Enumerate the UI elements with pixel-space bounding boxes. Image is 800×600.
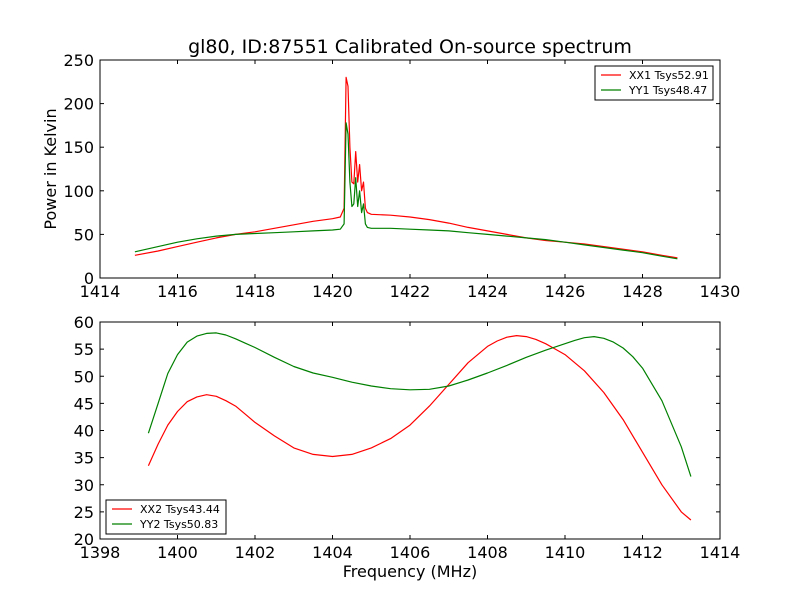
x-tick-label: 1426 (545, 282, 586, 301)
y-tick-label: 55 (74, 340, 94, 359)
x-tick-label: 1420 (312, 282, 353, 301)
y-tick-label: 200 (63, 95, 94, 114)
x-tick-label: 1428 (622, 282, 663, 301)
y-tick-label: 0 (84, 269, 94, 288)
x-tick-label: 1404 (312, 543, 353, 562)
y-tick-label: 250 (63, 51, 94, 70)
y-tick-label: 35 (74, 449, 94, 468)
series-line-2 (134, 122, 678, 260)
y-tick-label: 30 (74, 476, 94, 495)
series-line-2 (147, 332, 692, 477)
y-tick-label: 50 (74, 367, 94, 386)
x-axis-label: Frequency (MHz) (343, 562, 477, 581)
y-tick-label: 40 (74, 422, 94, 441)
x-tick-label: 1410 (545, 543, 586, 562)
x-tick-label: 1398 (80, 543, 121, 562)
y-axis-label: Power in Kelvin (41, 108, 60, 229)
x-tick-label: 1422 (390, 282, 431, 301)
chart-title: gl80, ID:87551 Calibrated On-source spec… (188, 36, 632, 58)
x-tick-label: 1416 (157, 282, 198, 301)
y-tick-label: 25 (74, 503, 94, 522)
y-tick-label: 50 (74, 225, 94, 244)
legend-box (594, 65, 714, 101)
x-tick-label: 1406 (390, 543, 431, 562)
x-tick-label: 1400 (157, 543, 198, 562)
x-tick-label: 1408 (467, 543, 508, 562)
y-tick-label: 45 (74, 394, 94, 413)
legend-label: XX2 Tsys43.44 (140, 503, 220, 516)
y-tick-label: 20 (74, 530, 94, 549)
y-tick-label: 100 (63, 182, 94, 201)
series-line-1 (147, 335, 692, 521)
legend-label: YY1 Tsys48.47 (628, 84, 707, 97)
top-chart: gl80, ID:87551 Calibrated On-source spec… (41, 36, 740, 301)
legend-label: YY2 Tsys50.83 (139, 518, 218, 531)
bottom-chart: Frequency (MHz) 1398 1400 1402 1404 1406 1408… (74, 313, 741, 581)
y-tick-label: 150 (63, 138, 94, 157)
y-tick-label: 60 (74, 313, 94, 332)
x-tick-label: 1412 (622, 543, 663, 562)
legend-box (105, 499, 227, 535)
x-tick-label: 1424 (467, 282, 508, 301)
x-tick-label: 1414 (700, 543, 741, 562)
x-tick-label: 1414 (80, 282, 121, 301)
x-tick-label: 1430 (700, 282, 741, 301)
legend-label: XX1 Tsys52.91 (629, 69, 709, 82)
x-tick-label: 1418 (235, 282, 276, 301)
x-tick-label: 1402 (235, 543, 276, 562)
series-line-1 (134, 76, 678, 259)
